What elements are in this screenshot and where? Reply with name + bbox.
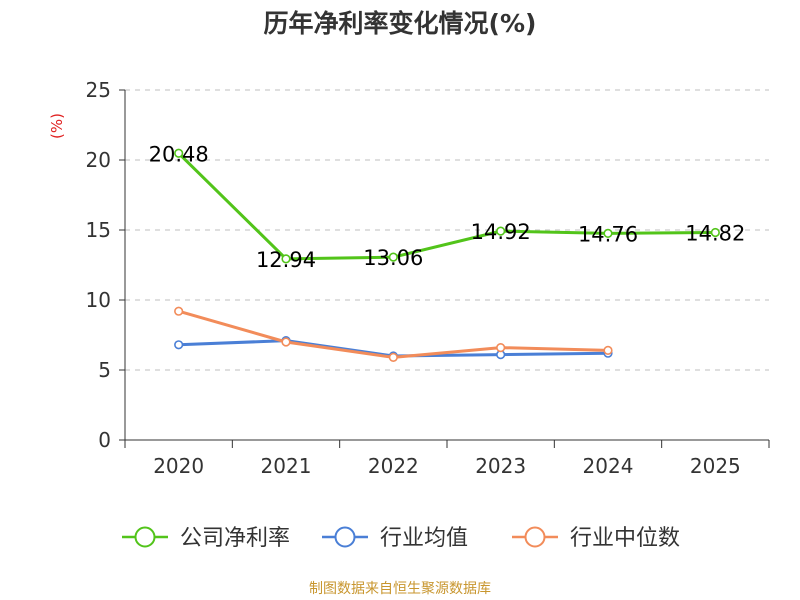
x-tick-label-2023: 2023 <box>475 454 526 478</box>
legend[interactable]: 公司净利率 行业均值 行业中位数 <box>122 526 680 551</box>
data-labels: 20.48 12.94 13.06 14.92 14.76 14.82 <box>149 142 746 272</box>
series-2-point-0[interactable] <box>174 306 184 316</box>
legend-item-0[interactable]: 公司净利率 <box>122 526 290 551</box>
y-tick-label-15: 15 <box>86 218 111 242</box>
y-tick-label-5: 5 <box>98 358 111 382</box>
y-tick-label-0: 0 <box>98 428 111 452</box>
legend-item-2[interactable]: 行业中位数 <box>512 526 680 551</box>
data-label-2025: 14.82 <box>685 222 745 246</box>
series-2-point-4[interactable] <box>603 345 613 356</box>
data-label-2022: 13.06 <box>363 246 423 270</box>
series-line-2 <box>178 309 609 359</box>
series-0-point-1[interactable] <box>281 254 291 264</box>
x-tick-label-2021: 2021 <box>261 454 312 478</box>
series-0-point-3[interactable] <box>496 226 506 236</box>
x-tick-label-2025: 2025 <box>690 454 741 478</box>
legend-marker-1 <box>334 526 356 548</box>
data-label-2024: 14.76 <box>578 222 638 246</box>
data-label-2021: 12.94 <box>256 248 316 272</box>
series-0-point-5[interactable] <box>710 227 720 238</box>
series-1-point-0[interactable] <box>174 340 184 350</box>
source-note: 制图数据来自恒生聚源数据库 <box>309 581 491 597</box>
y-tick-label-25: 25 <box>86 78 111 102</box>
x-tick-label-2020: 2020 <box>153 454 204 478</box>
legend-marker-0 <box>134 526 156 548</box>
grid-lines <box>125 89 769 371</box>
series-0-point-0[interactable] <box>174 148 184 158</box>
series-lines <box>174 148 720 363</box>
legend-marker-2 <box>524 526 546 548</box>
y-tick-label-10: 10 <box>86 288 111 312</box>
series-0-point-2[interactable] <box>388 252 398 262</box>
y-axis-unit: (%) <box>48 113 66 139</box>
legend-label-2: 行业中位数 <box>570 526 680 551</box>
data-label-2023: 14.92 <box>471 220 531 244</box>
legend-item-1[interactable]: 行业均值 <box>322 526 468 551</box>
series-0-point-4[interactable] <box>603 228 613 238</box>
x-tick-label-2024: 2024 <box>583 454 634 478</box>
series-2-point-2[interactable] <box>388 352 398 363</box>
series-2-point-3[interactable] <box>496 343 506 353</box>
x-tick-label-2022: 2022 <box>368 454 419 478</box>
chart-title: 历年净利率变化情况(%) <box>263 9 537 38</box>
series-2-point-1[interactable] <box>281 337 291 347</box>
data-label-2020: 20.48 <box>149 142 209 166</box>
legend-label-1: 行业均值 <box>380 526 468 551</box>
legend-label-0: 公司净利率 <box>180 526 290 551</box>
y-tick-label-20: 20 <box>86 148 111 172</box>
series-line-0 <box>177 152 716 261</box>
